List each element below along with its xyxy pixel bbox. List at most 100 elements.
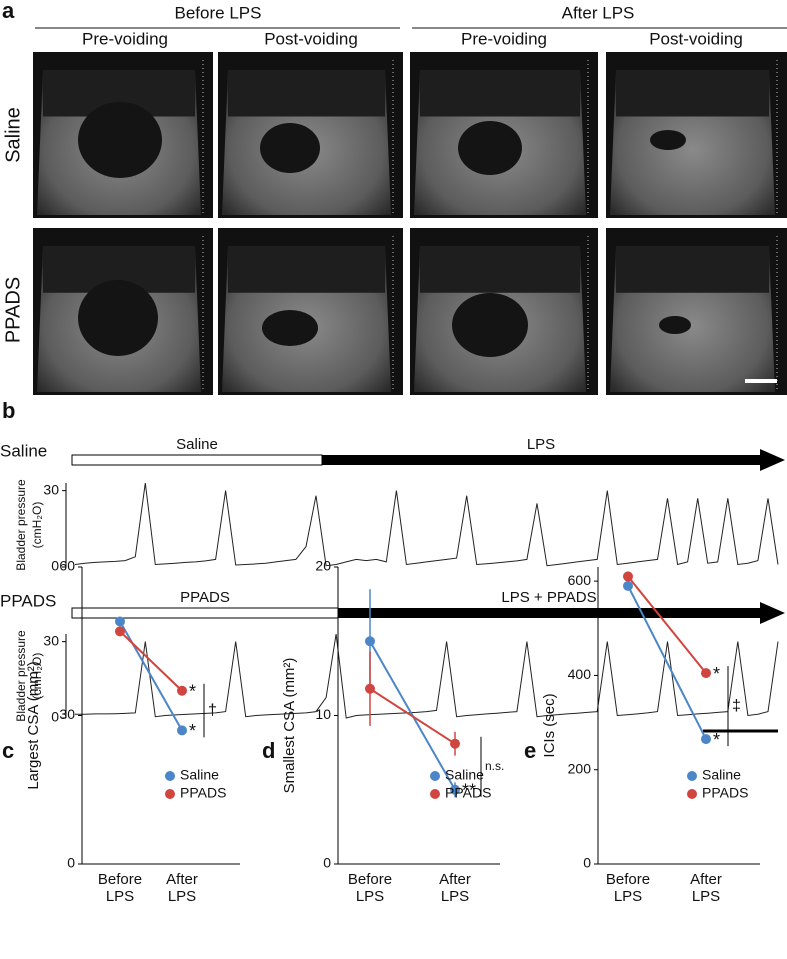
ultrasound-dark: [420, 70, 580, 117]
column-header: Pre-voiding: [82, 29, 168, 48]
x-tick-label: After LPS: [439, 871, 471, 905]
y-tick-label: 0: [67, 855, 75, 871]
group-header: After LPS: [562, 3, 635, 22]
bladder: [262, 310, 318, 346]
data-point: [365, 683, 375, 694]
legend-label: Saline: [180, 767, 219, 783]
annotation: ‡: [732, 697, 741, 714]
y-axis-label: Largest CSA (mm²): [25, 661, 42, 789]
data-point: [365, 636, 375, 647]
group-header: Before LPS: [175, 3, 262, 22]
phase-label: LPS: [527, 436, 555, 453]
series-line: [627, 585, 707, 740]
y-axis-label: Smallest CSA (mm²): [281, 658, 298, 794]
y-tick-label: 0: [51, 558, 59, 574]
panel-label: b: [2, 398, 15, 423]
legend-marker: [165, 771, 175, 781]
y-tick-label: 0: [323, 855, 331, 871]
data-point: [177, 725, 187, 736]
phase-arrow: [338, 602, 785, 624]
data-point: [115, 626, 125, 637]
x-tick-label: Before LPS: [98, 871, 142, 905]
column-header: Post-voiding: [264, 29, 358, 48]
bladder: [452, 293, 528, 357]
x-tick-label: After LPS: [166, 871, 198, 905]
y-tick-label: 600: [568, 572, 592, 588]
bladder: [650, 130, 686, 150]
legend-marker: [165, 789, 175, 799]
bladder: [78, 102, 162, 178]
row-header: Saline: [2, 107, 24, 163]
phase-label: LPS + PPADS: [501, 589, 596, 606]
y-tick-label: 10: [315, 706, 331, 722]
annotation: n.s.: [485, 759, 504, 773]
row-label: Saline: [0, 441, 47, 460]
y-tick-label: 20: [315, 558, 331, 574]
data-point: [177, 685, 187, 696]
annotation: *: [713, 730, 720, 750]
series-line: [119, 620, 183, 731]
series-line: [119, 630, 183, 692]
legend-marker: [430, 771, 440, 781]
y-tick-label: 30: [43, 632, 59, 648]
legend-label: Saline: [702, 767, 741, 783]
bladder: [260, 123, 320, 173]
legend-label: PPADS: [180, 785, 226, 801]
y-axis-unit: (cmH₂O): [30, 502, 44, 549]
legend-label: PPADS: [702, 785, 748, 801]
ultrasound-dark: [228, 246, 385, 293]
phase-arrow: [322, 449, 785, 471]
legend-marker: [430, 789, 440, 799]
x-tick-label: After LPS: [690, 871, 722, 905]
series-line: [369, 687, 456, 745]
pressure-trace: [74, 482, 779, 567]
phase-bar: [71, 607, 339, 619]
bladder: [659, 316, 691, 334]
x-tick-label: Before LPS: [348, 871, 392, 905]
phase-label: PPADS: [180, 589, 230, 606]
y-tick-label: 30: [43, 481, 59, 497]
panel-label: c: [2, 738, 14, 763]
ultrasound-dark: [420, 246, 580, 293]
y-tick-label: 0: [51, 709, 59, 725]
y-tick-label: 0: [583, 855, 591, 871]
ultrasound-dark: [616, 246, 769, 293]
annotation: *: [189, 682, 196, 702]
panel-label: d: [262, 738, 275, 763]
data-point: [450, 784, 460, 795]
annotation: **: [462, 781, 476, 801]
data-point: [623, 580, 633, 591]
y-tick-label: 60: [59, 558, 75, 574]
ultrasound-dark: [616, 70, 769, 117]
y-axis-label: ICIs (sec): [541, 693, 558, 757]
legend-marker: [687, 771, 697, 781]
y-tick-label: 200: [568, 760, 592, 776]
y-tick-label: 400: [568, 666, 592, 682]
row-header: PPADS: [2, 277, 24, 343]
x-tick-label: Before LPS: [606, 871, 650, 905]
legend-marker: [687, 789, 697, 799]
annotation: *: [713, 664, 720, 684]
data-point: [701, 668, 711, 679]
ultrasound-dark: [228, 70, 385, 117]
legend-label: PPADS: [445, 785, 491, 801]
series-line: [627, 575, 707, 674]
annotation: †: [208, 702, 217, 719]
y-axis-unit: (cmH₂O): [30, 653, 44, 700]
column-header: Pre-voiding: [461, 29, 547, 48]
data-point: [623, 571, 633, 582]
data-point: [450, 738, 460, 749]
pressure-trace: [75, 633, 779, 719]
data-point: [115, 616, 125, 627]
y-axis-label: Bladder pressure: [14, 630, 28, 722]
y-axis-label: Bladder pressure: [14, 479, 28, 571]
legend-label: Saline: [445, 767, 484, 783]
panel-label: a: [2, 0, 15, 23]
panel-label: e: [524, 738, 536, 763]
bladder: [78, 280, 158, 356]
bladder: [458, 121, 522, 175]
panel-b: b: [2, 398, 778, 733]
panels-cde: c d e: [2, 738, 536, 763]
panel-a: a Before LPS After LPS Pre-voiding Post-…: [2, 0, 787, 343]
